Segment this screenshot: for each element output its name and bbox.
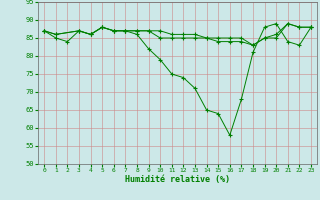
X-axis label: Humidité relative (%): Humidité relative (%) bbox=[125, 175, 230, 184]
